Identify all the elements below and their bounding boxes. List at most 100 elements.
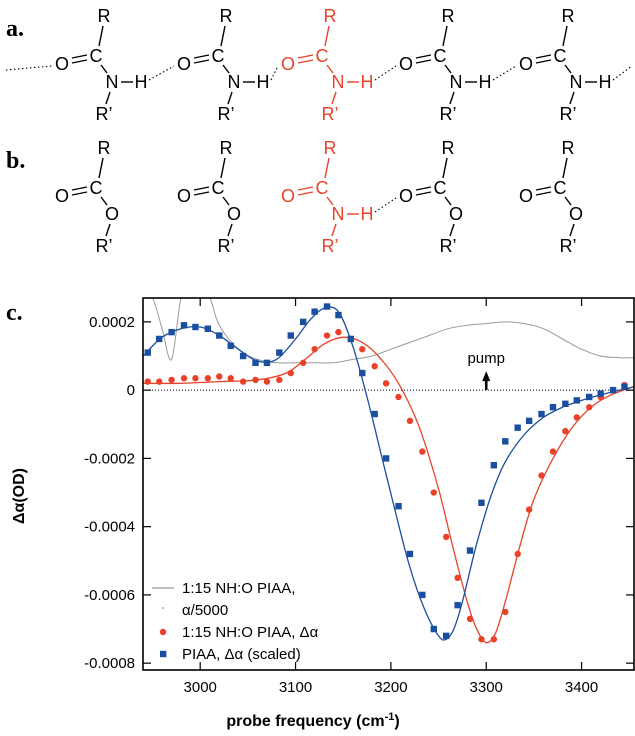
bond	[415, 59, 432, 64]
x-tick-label: 3300	[470, 679, 503, 696]
bond	[326, 64, 334, 74]
data-point-square	[382, 455, 390, 462]
r-group-label: R	[98, 138, 111, 158]
ether-oxygen-label: O	[569, 204, 583, 224]
hydrogen-label: H	[361, 204, 374, 224]
oxygen-label: O	[177, 186, 191, 206]
panel-label-a: a.	[6, 16, 24, 42]
legend-swatch-square	[160, 650, 167, 658]
bond	[326, 196, 334, 206]
data-point-square	[371, 410, 378, 418]
legend-label: PIAA, Δα (scaled)	[182, 646, 301, 663]
bond	[297, 59, 314, 64]
fit-line	[143, 336, 634, 644]
data-point-square	[466, 547, 474, 554]
amide-unit: RC O N H R’	[281, 138, 374, 256]
bond	[222, 64, 230, 74]
data-point-square	[335, 311, 342, 319]
data-point-circle	[406, 417, 414, 425]
x-tick-label: 3000	[184, 679, 217, 696]
data-point-circle	[454, 574, 461, 582]
bond	[562, 25, 568, 47]
data-point-circle	[442, 533, 450, 541]
data-point-square	[549, 404, 557, 411]
data-point-square	[454, 601, 461, 609]
data-point-square	[180, 322, 188, 329]
oxygen-label: O	[399, 54, 413, 74]
r-prime-label: R’	[96, 236, 113, 256]
data-point-circle	[227, 375, 234, 382]
carbon-label: C	[554, 178, 567, 198]
data-point-circle	[502, 608, 509, 616]
hydrogen-bond	[270, 65, 279, 81]
r-group-label: R	[98, 6, 111, 26]
ether-oxygen-label: O	[227, 204, 241, 224]
plot-frame	[142, 297, 635, 671]
data-point-square	[597, 390, 604, 397]
data-point-circle	[562, 427, 569, 435]
carbon-label: C	[554, 46, 567, 66]
r-prime-label: R’	[218, 104, 235, 124]
hydrogen-bond	[374, 197, 397, 213]
legend-label-cont: α/5000	[182, 602, 228, 619]
bond	[220, 157, 226, 179]
data-point-square	[395, 502, 402, 510]
data-point-square	[573, 397, 580, 404]
oxygen-label: O	[281, 54, 295, 74]
data-point-square	[419, 591, 426, 599]
amide-unit: RC O N H R’	[55, 6, 148, 124]
data-point-circle	[395, 393, 402, 401]
absorption-line	[143, 298, 634, 364]
carbon-label: C	[316, 178, 329, 198]
pump-label: pump	[467, 350, 505, 367]
bond	[442, 25, 448, 47]
spectrum-chart: 3000 3100 3200 3300 3400 0.0002 0 -0.0002 -0.000…	[11, 297, 635, 730]
fit-line	[143, 306, 634, 641]
r-prime-label: R’	[96, 104, 113, 124]
panel-label-b: b.	[6, 148, 25, 174]
amide-unit: RC O N H R’	[519, 6, 612, 124]
data-point-square	[276, 349, 283, 356]
nitrogen-label: N	[332, 72, 345, 92]
pump-arrow-icon	[482, 371, 491, 382]
y-tick-label: -0.0008	[84, 655, 135, 672]
r-prime-label: R’	[440, 236, 457, 256]
carbon-label: C	[316, 46, 329, 66]
bond	[105, 91, 111, 105]
bond	[227, 91, 233, 105]
bond	[193, 54, 210, 59]
oxygen-label: O	[281, 186, 295, 206]
bond	[100, 64, 108, 74]
carbon-label: C	[90, 178, 103, 198]
bond	[71, 59, 88, 64]
data-point-square	[311, 308, 318, 315]
data-point-square	[442, 632, 450, 640]
bond	[71, 54, 88, 59]
r-group-label: R	[220, 6, 233, 26]
hydrogen-bond	[374, 65, 397, 81]
bond	[449, 223, 455, 237]
x-tick-label: 3100	[279, 679, 312, 696]
data-point-circle	[549, 448, 557, 455]
data-point-square	[562, 400, 569, 407]
data-point-circle	[335, 328, 342, 336]
hydrogen-label: H	[257, 72, 270, 92]
oxygen-label: O	[399, 186, 413, 206]
data-point-square	[490, 462, 498, 469]
bond	[569, 223, 575, 237]
bond	[193, 191, 210, 196]
data-point-circle	[323, 332, 331, 339]
bond	[535, 186, 552, 191]
bond	[297, 54, 314, 59]
oxygen-label: O	[55, 54, 69, 74]
hydrogen-label: H	[479, 72, 492, 92]
legend-label: 1:15 NH:O PIAA, Δα	[182, 624, 319, 641]
bond	[105, 223, 111, 237]
bond	[564, 64, 572, 74]
nitrogen-label: N	[450, 72, 463, 92]
